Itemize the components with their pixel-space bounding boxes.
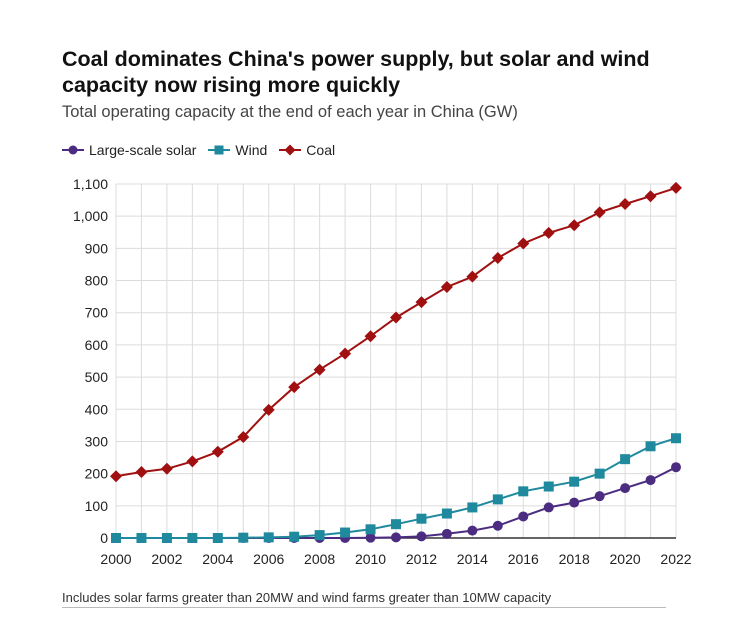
footnote-divider <box>62 607 666 608</box>
data-point-large-scale-solar <box>543 502 554 513</box>
data-point-large-scale-solar <box>620 483 631 494</box>
x-tick-label: 2014 <box>457 551 488 567</box>
x-tick-label: 2002 <box>151 551 182 567</box>
data-point-wind <box>645 441 656 452</box>
data-point-wind <box>518 486 529 497</box>
data-point-coal <box>211 445 224 458</box>
data-point-wind <box>543 481 554 492</box>
chart-legend: Large-scale solar Wind Coal <box>62 142 347 158</box>
data-point-coal <box>288 381 301 394</box>
legend-marker-coal-icon <box>279 144 302 156</box>
data-point-coal <box>364 330 377 343</box>
x-tick-label: 2008 <box>304 551 335 567</box>
data-point-wind <box>492 494 503 505</box>
data-point-large-scale-solar <box>467 525 478 536</box>
data-point-wind <box>671 433 681 444</box>
data-point-wind <box>569 476 580 487</box>
data-point-coal <box>237 430 250 443</box>
data-point-wind <box>416 513 427 524</box>
x-tick-label: 2004 <box>202 551 233 567</box>
data-point-wind <box>340 527 351 538</box>
y-tick-label: 300 <box>85 433 109 449</box>
data-point-coal <box>186 455 199 468</box>
y-tick-label: 700 <box>85 305 109 321</box>
data-point-wind <box>187 533 198 543</box>
data-point-coal <box>644 190 657 203</box>
data-point-coal <box>135 466 148 479</box>
footnote: Includes solar farms greater than 20MW a… <box>62 590 552 605</box>
data-point-large-scale-solar <box>492 520 503 531</box>
data-point-wind <box>289 531 300 542</box>
data-point-coal <box>440 280 453 293</box>
y-tick-label: 600 <box>85 337 109 353</box>
data-point-coal <box>415 296 428 309</box>
data-point-coal <box>390 311 402 324</box>
y-tick-label: 400 <box>85 401 109 417</box>
x-tick-label: 2006 <box>253 551 284 567</box>
data-point-coal <box>670 181 682 194</box>
data-point-large-scale-solar <box>416 531 427 542</box>
y-tick-label: 200 <box>85 466 109 482</box>
legend-label-coal: Coal <box>306 142 336 158</box>
data-point-large-scale-solar <box>391 532 401 543</box>
data-point-coal <box>568 219 581 232</box>
data-point-coal <box>517 237 530 250</box>
legend-item-solar: Large-scale solar <box>62 142 196 158</box>
data-point-coal <box>542 226 555 239</box>
legend-marker-wind-icon <box>208 145 231 155</box>
data-point-wind <box>161 533 172 543</box>
data-point-coal <box>491 252 504 265</box>
data-point-large-scale-solar <box>365 532 376 543</box>
legend-label-wind: Wind <box>235 142 268 158</box>
data-point-wind <box>263 532 274 543</box>
x-tick-label: 2018 <box>559 551 590 567</box>
legend-item-coal: Coal <box>279 142 335 158</box>
data-point-large-scale-solar <box>569 497 580 508</box>
x-tick-label: 2020 <box>610 551 641 567</box>
data-point-wind <box>136 533 147 543</box>
data-point-coal <box>262 403 275 416</box>
y-tick-label: 0 <box>100 530 108 546</box>
y-tick-label: 500 <box>85 369 109 385</box>
y-tick-label: 1,000 <box>73 208 108 224</box>
y-tick-label: 900 <box>85 240 109 256</box>
y-tick-label: 1,100 <box>73 176 108 192</box>
data-point-wind <box>365 524 376 535</box>
y-tick-label: 800 <box>85 273 109 289</box>
data-point-large-scale-solar <box>594 491 605 502</box>
chart-subtitle: Total operating capacity at the end of e… <box>62 103 518 121</box>
data-point-wind <box>594 468 605 479</box>
legend-item-wind: Wind <box>208 142 267 158</box>
x-tick-label: 2012 <box>406 551 437 567</box>
legend-marker-solar-icon <box>62 145 84 155</box>
x-tick-label: 2000 <box>100 551 131 567</box>
data-point-coal <box>160 462 173 475</box>
x-tick-label: 2016 <box>508 551 539 567</box>
data-point-large-scale-solar <box>671 462 681 473</box>
data-point-wind <box>111 533 121 543</box>
chart-title: Coal dominates China's power supply, but… <box>62 47 650 97</box>
data-point-large-scale-solar <box>441 528 452 539</box>
data-point-coal <box>619 197 632 210</box>
y-tick-label: 100 <box>85 498 109 514</box>
data-point-coal <box>313 363 326 376</box>
data-point-wind <box>391 519 401 530</box>
data-point-coal <box>466 270 479 283</box>
data-point-large-scale-solar <box>645 475 656 486</box>
data-point-wind <box>620 454 631 465</box>
data-point-large-scale-solar <box>518 511 529 522</box>
legend-label-solar: Large-scale solar <box>89 142 197 158</box>
x-tick-label: 2022 <box>660 551 691 567</box>
data-point-wind <box>314 530 325 541</box>
x-tick-label: 2010 <box>355 551 386 567</box>
data-point-wind <box>441 508 452 519</box>
data-point-wind <box>212 533 223 543</box>
data-point-coal <box>110 470 122 483</box>
data-point-coal <box>593 206 606 219</box>
data-point-wind <box>238 532 249 543</box>
data-point-wind <box>467 502 478 513</box>
data-point-coal <box>339 347 352 360</box>
